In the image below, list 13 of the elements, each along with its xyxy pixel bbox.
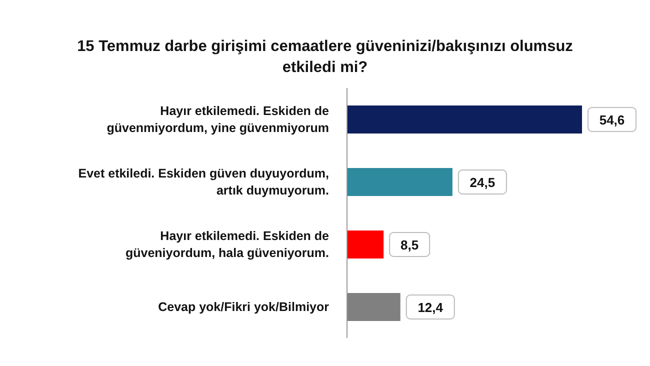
y-tick-label: Hayır etkilemedi. Eskiden de güveniyordum, hala güveniyorum. bbox=[125, 228, 330, 260]
bar bbox=[347, 106, 582, 134]
data-label: 54,6 bbox=[599, 112, 625, 128]
y-tick-label: Evet etkiledi. Eskiden güven duyuyordum, artık duymuyorum. bbox=[78, 166, 329, 198]
chart-title: 15 Temmuz darbe girişimi cemaatlere güveninizi/bakışınızı olumsuz etkiledi mi? bbox=[76, 37, 574, 78]
bar bbox=[347, 230, 384, 258]
y-tick-label: Cevap yok/Fikri yok/Bilmiyor bbox=[158, 300, 330, 314]
y-tick-label: Hayır etkilemedi. Eskiden de güvenmiyordum, yine güvenmiyorum bbox=[106, 104, 330, 135]
bar bbox=[347, 168, 452, 196]
data-label: 24,5 bbox=[470, 175, 496, 190]
data-label: 8,5 bbox=[400, 238, 419, 252]
bar bbox=[347, 293, 400, 321]
data-label: 12,4 bbox=[418, 300, 444, 315]
